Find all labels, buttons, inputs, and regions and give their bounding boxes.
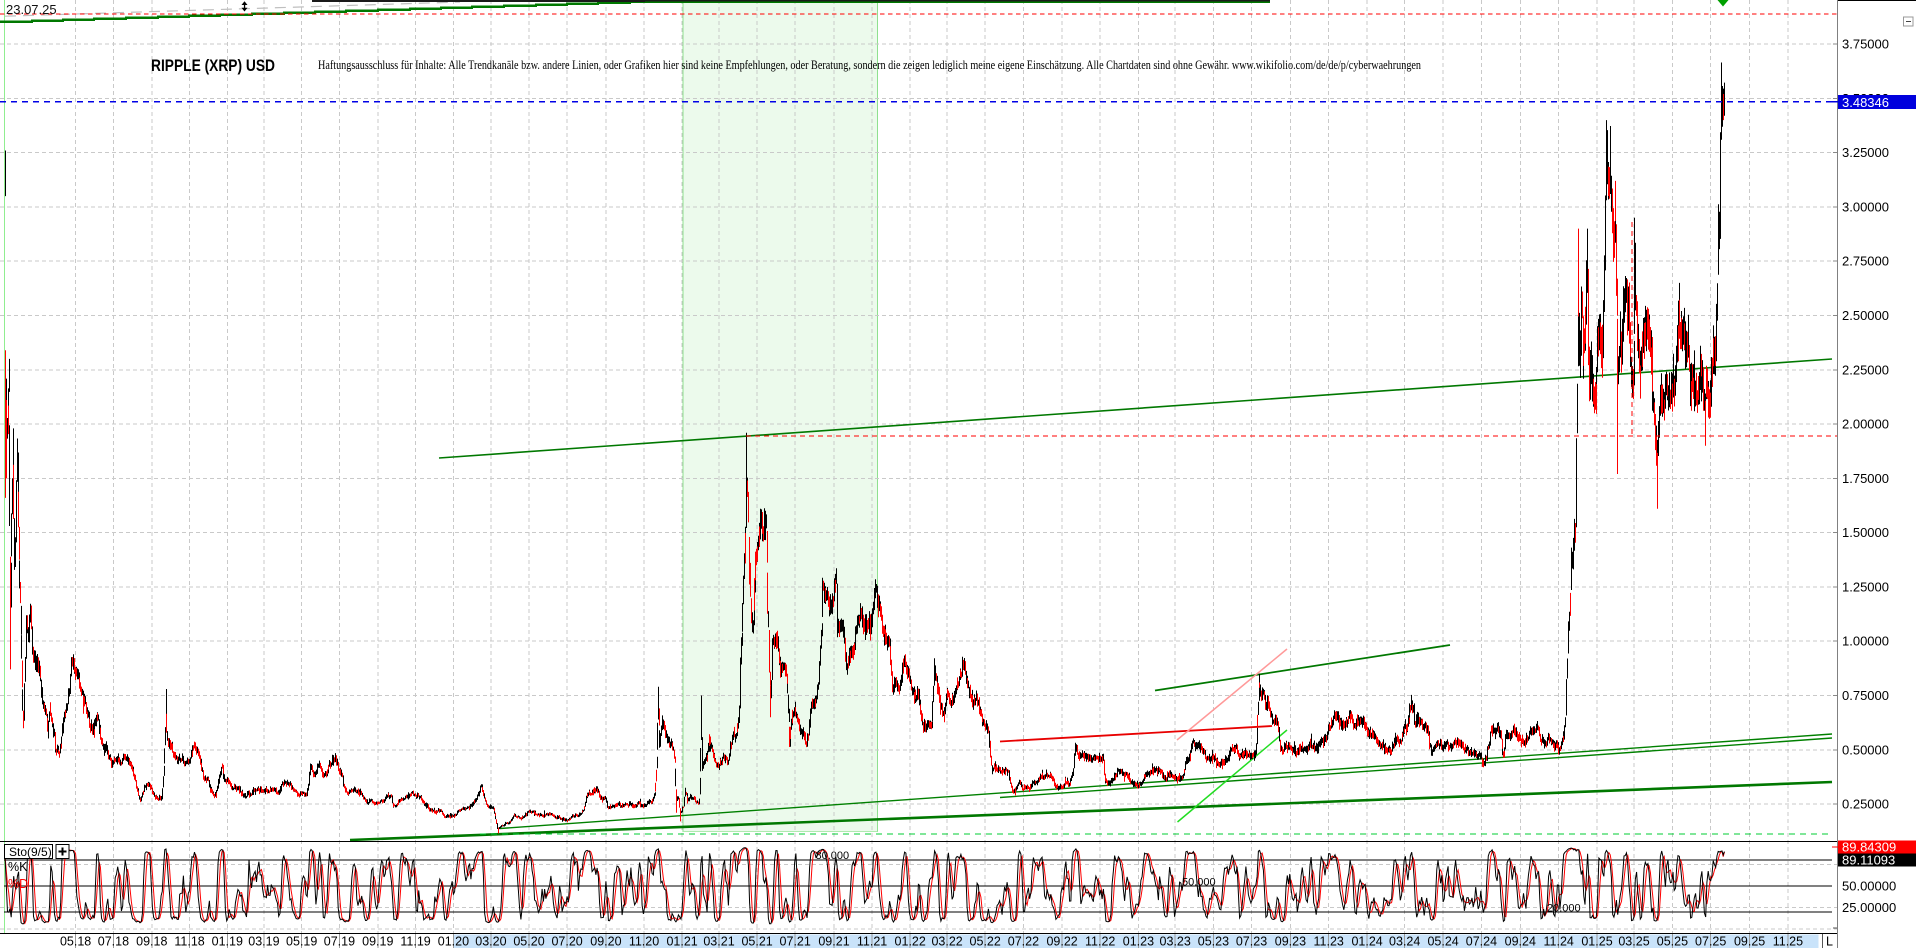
svg-text:0.25000: 0.25000 <box>1842 797 1889 812</box>
svg-text:01.25: 01.25 <box>1581 935 1612 948</box>
svg-text:%K: %K <box>8 860 28 874</box>
svg-text:80.000: 80.000 <box>816 850 850 862</box>
svg-text:03.21: 03.21 <box>703 935 734 948</box>
svg-text:11.24: 11.24 <box>1544 935 1574 948</box>
svg-text:05.22: 05.22 <box>970 935 1001 948</box>
svg-text:0.50000: 0.50000 <box>1842 742 1889 757</box>
svg-text:01.24: 01.24 <box>1351 935 1382 948</box>
svg-text:%D: %D <box>8 877 28 891</box>
svg-text:03.20: 03.20 <box>475 935 506 948</box>
svg-text:07.23: 07.23 <box>1236 935 1267 948</box>
svg-text:25.00000: 25.00000 <box>1842 900 1896 915</box>
svg-text:1.50000: 1.50000 <box>1842 525 1889 540</box>
svg-text:11.22: 11.22 <box>1085 935 1115 948</box>
svg-text:2.25000: 2.25000 <box>1842 362 1889 377</box>
svg-text:RIPPLE (XRP) USD: RIPPLE (XRP) USD <box>151 57 275 75</box>
svg-text:07.24: 07.24 <box>1466 935 1497 948</box>
svg-text:09.19: 09.19 <box>362 935 393 948</box>
svg-text:09.25: 09.25 <box>1734 935 1765 948</box>
svg-text:3.25000: 3.25000 <box>1842 145 1889 160</box>
svg-text:05.25: 05.25 <box>1657 935 1688 948</box>
svg-text:09.18: 09.18 <box>136 935 167 948</box>
svg-text:11.21: 11.21 <box>857 935 887 948</box>
svg-text:Sto(9/5): Sto(9/5) <box>9 845 52 859</box>
svg-text:07.22: 07.22 <box>1008 935 1039 948</box>
svg-text:03.19: 03.19 <box>248 935 279 948</box>
svg-text:01.22: 01.22 <box>895 935 926 948</box>
svg-text:03.22: 03.22 <box>931 935 962 948</box>
svg-text:09.20: 09.20 <box>590 935 621 948</box>
svg-text:11.23: 11.23 <box>1314 935 1344 948</box>
svg-text:3.00000: 3.00000 <box>1842 199 1889 214</box>
svg-text:03.23: 03.23 <box>1160 935 1191 948</box>
svg-text:11.18: 11.18 <box>174 935 204 948</box>
svg-text:3.48346: 3.48346 <box>1842 95 1889 110</box>
svg-text:50.00000: 50.00000 <box>1842 878 1896 893</box>
svg-text:01.23: 01.23 <box>1123 935 1154 948</box>
svg-text:1.00000: 1.00000 <box>1842 634 1889 649</box>
svg-text:11.19: 11.19 <box>400 935 430 948</box>
svg-text:2.00000: 2.00000 <box>1842 417 1889 432</box>
svg-text:L: L <box>1826 935 1833 948</box>
svg-text:20.000: 20.000 <box>1547 902 1581 914</box>
svg-text:09.23: 09.23 <box>1275 935 1306 948</box>
svg-text:11.25: 11.25 <box>1773 935 1803 948</box>
svg-text:07.18: 07.18 <box>98 935 129 948</box>
svg-text:05.24: 05.24 <box>1427 935 1458 948</box>
svg-text:2.75000: 2.75000 <box>1842 254 1889 269</box>
svg-text:1.75000: 1.75000 <box>1842 471 1889 486</box>
svg-text:2.50000: 2.50000 <box>1842 308 1889 323</box>
svg-text:01.20: 01.20 <box>438 935 469 948</box>
svg-text:3.75000: 3.75000 <box>1842 37 1889 52</box>
svg-text:07.25: 07.25 <box>1695 935 1726 948</box>
svg-text:89.84309: 89.84309 <box>1842 839 1896 854</box>
svg-text:05.21: 05.21 <box>741 935 772 948</box>
svg-text:50.000: 50.000 <box>1182 877 1216 889</box>
svg-text:07.19: 07.19 <box>324 935 355 948</box>
svg-text:Haftungsausschluss für Inhalte: Haftungsausschluss für Inhalte: Alle Tre… <box>318 58 1422 72</box>
svg-text:11.20: 11.20 <box>629 935 659 948</box>
svg-text:03.24: 03.24 <box>1389 935 1420 948</box>
svg-text:01.21: 01.21 <box>666 935 697 948</box>
svg-text:1.25000: 1.25000 <box>1842 579 1889 594</box>
svg-text:0.75000: 0.75000 <box>1842 688 1889 703</box>
svg-text:89.11093: 89.11093 <box>1842 852 1895 867</box>
svg-text:03.25: 03.25 <box>1618 935 1649 948</box>
svg-text:09.24: 09.24 <box>1505 935 1536 948</box>
svg-text:01.19: 01.19 <box>212 935 243 948</box>
svg-text:05.20: 05.20 <box>513 935 544 948</box>
svg-text:05.23: 05.23 <box>1198 935 1229 948</box>
svg-text:09.21: 09.21 <box>818 935 849 948</box>
svg-text:07.20: 07.20 <box>551 935 582 948</box>
svg-text:05.18: 05.18 <box>60 935 91 948</box>
svg-text:23.07.25: 23.07.25 <box>6 2 57 17</box>
svg-text:05.19: 05.19 <box>286 935 317 948</box>
svg-text:09.22: 09.22 <box>1046 935 1077 948</box>
svg-text:07.21: 07.21 <box>780 935 811 948</box>
